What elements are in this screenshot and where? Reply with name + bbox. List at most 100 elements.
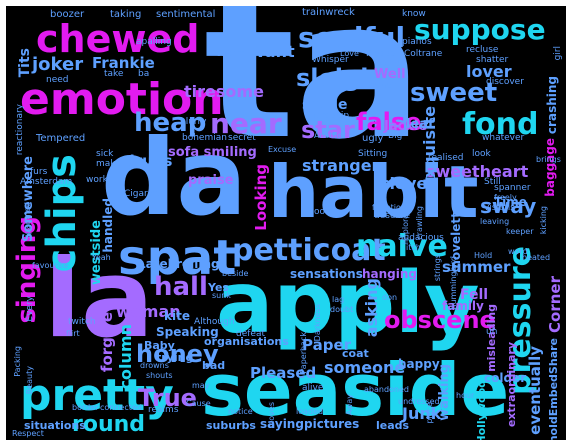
word-Packing: Packing <box>13 346 22 377</box>
word-Fell: Fell <box>460 287 489 303</box>
word-sick: sick <box>96 149 114 159</box>
word-suburbs: suburbs <box>206 419 256 432</box>
word-emotion: emotion <box>20 74 224 125</box>
word-tiresome: tiresome <box>184 82 264 101</box>
word-favourite: favourite <box>32 261 68 270</box>
word-Every: Every <box>25 296 35 322</box>
word-moves: moves <box>267 402 276 429</box>
word-Speaking: Speaking <box>156 325 219 339</box>
word-trying: trying <box>156 351 194 364</box>
word-realms: realms <box>148 405 179 415</box>
word-column: column <box>116 324 135 390</box>
word-leaf: leaf <box>406 117 434 132</box>
word-leaving: leaving <box>480 217 510 226</box>
word-Well: Well <box>374 67 406 82</box>
word-friend: friend <box>376 59 400 68</box>
word-habit: habit <box>268 150 479 234</box>
word-eventually: eventually <box>526 346 544 435</box>
word-place: place <box>425 402 434 424</box>
word-Looking: Looking <box>252 164 270 231</box>
word-bohemian: bohemian <box>182 133 227 143</box>
word-trainwreck: trainwreck <box>302 7 355 18</box>
word-Tempered: Tempered <box>36 133 86 144</box>
word-hanging: hanging <box>362 267 418 281</box>
word-recluse: recluse <box>466 45 499 55</box>
word-sentimental: sentimental <box>156 9 216 20</box>
word-leads: leads <box>376 419 410 432</box>
word-hummingbird: hummingbird <box>449 256 458 310</box>
word-girl: girl <box>553 46 563 61</box>
word-Baby: Baby <box>144 339 175 352</box>
word-connected: connected <box>100 403 142 412</box>
word-Jackie: Jackie <box>384 119 428 134</box>
word-joker: joker <box>32 54 84 75</box>
word-brings: brings <box>536 155 561 164</box>
word-twitch: twitch <box>68 317 96 327</box>
word-stranger: stranger <box>302 156 380 175</box>
word-bad: bad <box>202 359 226 372</box>
word-kicking: kicking <box>539 206 548 235</box>
word-notice: notice <box>228 407 253 416</box>
word-take: take <box>104 69 124 79</box>
word-chewed: chewed <box>36 17 200 61</box>
word-taking: taking <box>110 9 142 20</box>
word-may: may <box>192 381 210 390</box>
word-sleight: sleight <box>296 64 389 92</box>
word-hardship: hardship <box>310 111 350 121</box>
word-kite: kite <box>164 309 190 323</box>
word-Another: Another <box>314 131 346 140</box>
word-spat: spat <box>118 230 237 286</box>
word-Respect: Respect <box>12 429 44 438</box>
word-pianos: pianos <box>402 37 432 47</box>
word-handled: handled <box>101 198 115 253</box>
word-settle: settle <box>302 97 348 113</box>
word-summer: summer <box>442 258 511 276</box>
word-saying: saying <box>260 417 304 431</box>
word-Yes: Yes <box>208 281 229 294</box>
word-itch: itch <box>406 243 421 252</box>
word-situations: situations <box>24 419 86 432</box>
word-misleading: misleading <box>485 304 498 372</box>
word-lag: lag <box>332 295 345 304</box>
word-honey: honey <box>136 340 219 368</box>
word-scene: scene <box>368 81 392 90</box>
word-pictures: pictures <box>304 417 360 431</box>
word-shatter: shatter <box>476 55 509 65</box>
word-know: know <box>402 9 426 19</box>
word-don: don <box>382 293 398 302</box>
word-apalling: apalling <box>136 37 172 47</box>
word-sofa-smiling: sofa smiling <box>168 145 257 160</box>
word-alive: alive <box>302 383 324 393</box>
word-colder: colder <box>484 371 527 385</box>
word-abandoned: abandoned <box>364 385 409 394</box>
word-Although: Although <box>194 317 235 327</box>
word-Lately: Lately <box>138 257 180 271</box>
word-Excuse: Excuse <box>268 145 297 154</box>
word-soulful: soulful <box>298 21 406 54</box>
word-coat: coat <box>342 347 369 360</box>
word-drowns: drowns <box>140 361 169 370</box>
word-audacious: audacious <box>398 233 444 243</box>
word-shouts: shouts <box>146 371 173 380</box>
word-visions: visions <box>484 203 515 213</box>
word-Will: Will <box>390 77 405 86</box>
word-heap: heap <box>134 108 207 138</box>
word-family: family <box>442 299 484 313</box>
word-Corner: Corner <box>546 276 564 333</box>
word-Frankie: Frankie <box>92 54 155 72</box>
word-Hollywood: Hollywood <box>475 380 488 440</box>
word-sensations: sensations <box>290 267 363 281</box>
word-Still: Still <box>484 177 501 187</box>
word-strings: strings <box>433 254 442 282</box>
word-suppose: suppose <box>414 13 546 46</box>
word-rolling: rolling <box>176 257 220 271</box>
word-seaside: seaside <box>201 348 510 432</box>
word-Time: Time <box>494 195 527 209</box>
word-sweetheart: sweetheart <box>426 162 529 181</box>
word-holdEmbedShare: holdEmbedShare <box>547 338 560 440</box>
word-near: near <box>210 107 282 140</box>
word-drugs: drugs <box>124 152 173 170</box>
word-keeper: keeper <box>506 227 534 236</box>
word-make: make <box>96 159 121 169</box>
word-Away: Away <box>345 394 354 416</box>
